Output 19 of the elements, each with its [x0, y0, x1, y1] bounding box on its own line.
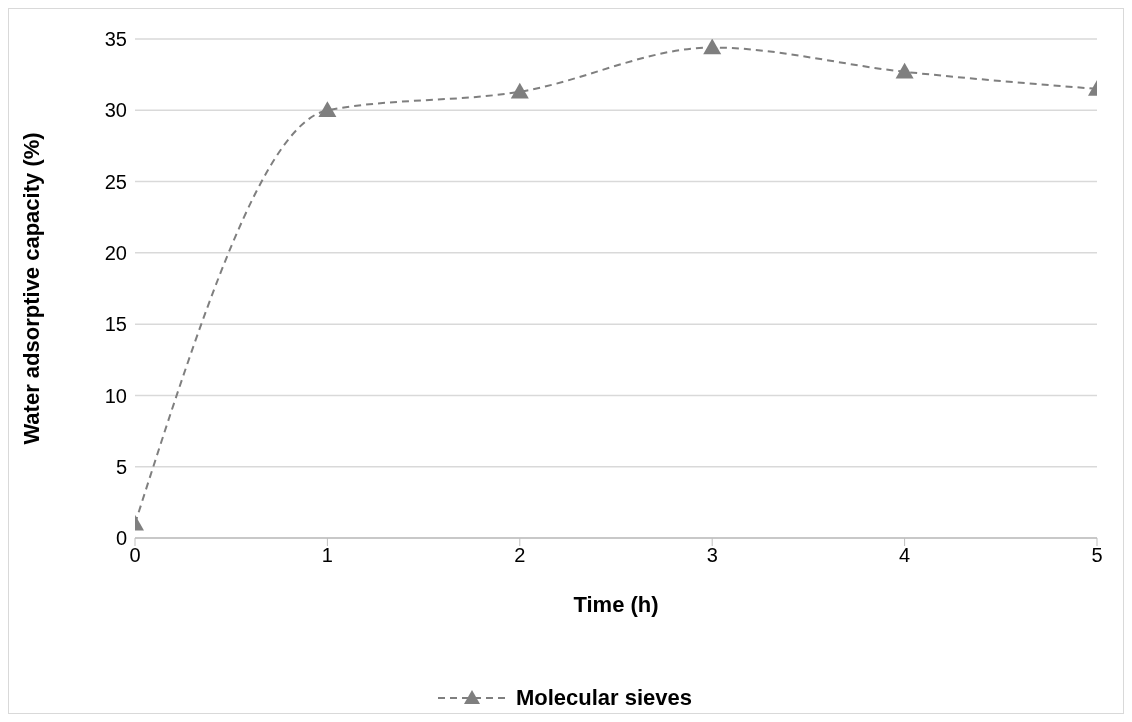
x-axis-title: Time (h) — [573, 592, 659, 617]
y-tick-label: 25 — [104, 170, 127, 193]
y-tick-label: 35 — [104, 28, 127, 51]
point — [703, 39, 722, 55]
x-tick-label: 4 — [899, 544, 911, 567]
y-tick-label: 15 — [104, 313, 127, 336]
x-tick-label: 5 — [1091, 544, 1103, 567]
y-tick-label: 20 — [104, 241, 127, 264]
legend-label: Molecular sieves — [515, 685, 693, 711]
x-tick-label: 0 — [129, 544, 141, 567]
x-tick-label: 1 — [321, 544, 333, 567]
y-tick-label: 0 — [115, 527, 127, 550]
y-tick-label: 30 — [104, 99, 127, 122]
y-tick-label: 10 — [104, 384, 127, 407]
x-tick-label: 2 — [514, 544, 526, 567]
y-axis-title: Water adsorptive capacity (%) — [18, 132, 44, 445]
y-tick-label: 5 — [115, 455, 127, 478]
point — [510, 82, 529, 99]
x-tick-label: 3 — [706, 544, 718, 567]
